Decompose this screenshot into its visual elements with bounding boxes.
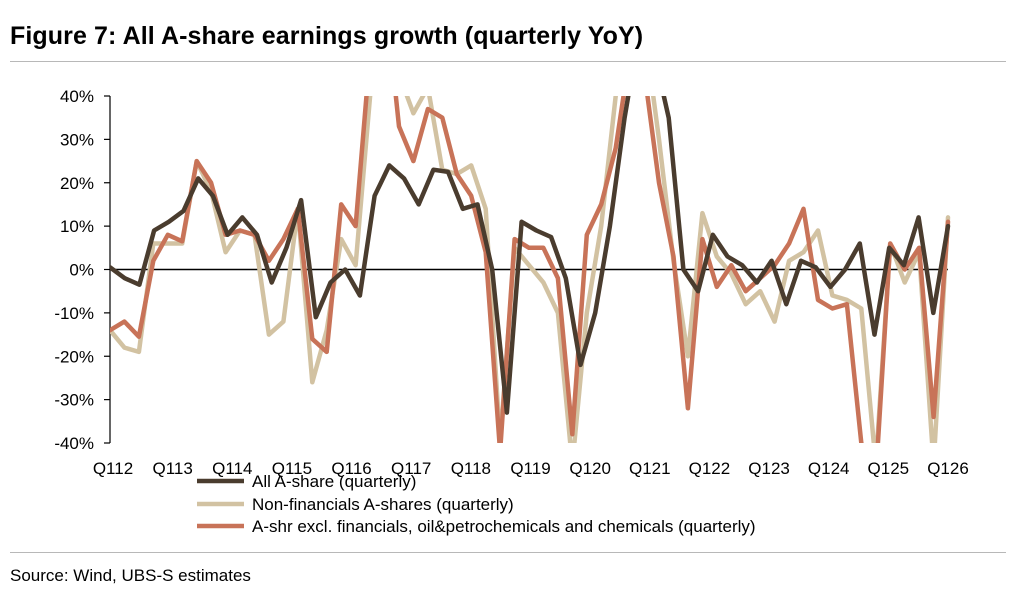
series-line-1: [110, 96, 951, 415]
y-tick-label: 40%: [60, 87, 94, 106]
x-tick-label: Q124: [808, 459, 850, 478]
y-tick-label: -10%: [54, 304, 94, 323]
chart-axes: 40% 30% 20% 10% 0% -10% -20% -30% -40% Q112 Q113 Q1…: [54, 87, 968, 478]
y-tick-label: 0%: [69, 261, 94, 280]
y-tick-label: 10%: [60, 217, 94, 236]
top-divider: [10, 61, 1006, 62]
x-tick-label: Q113: [152, 459, 192, 478]
y-tick-label: 20%: [60, 174, 94, 193]
line-chart: 40% 30% 20% 10% 0% -10% -20% -30% -40% Q112 Q113 Q1…: [54, 87, 968, 536]
series-layer: [110, 96, 951, 443]
legend-label: A-shr excl. financials, oil&petrochemica…: [252, 517, 756, 536]
x-tick-label: Q118: [451, 459, 491, 478]
y-tick-label: -30%: [54, 391, 94, 410]
x-tick-label: Q119: [510, 459, 550, 478]
chart-title: Figure 7: All A-share earnings growth (q…: [10, 22, 644, 50]
x-tick-label: Q114: [212, 459, 252, 478]
chart-legend: All A-share (quarterly) Non-financials A-…: [197, 472, 756, 536]
y-tick-label: -20%: [54, 347, 94, 366]
y-tick-label: -40%: [54, 434, 94, 453]
series-line-2: [110, 96, 951, 443]
source-note: Source: Wind, UBS-S estimates: [10, 566, 251, 585]
x-tick-label: Q123: [748, 459, 790, 478]
legend-label: All A-share (quarterly): [252, 472, 416, 491]
legend-label: Non-financials A-shares (quarterly): [252, 495, 514, 514]
x-tick-label: Q112: [93, 459, 133, 478]
x-tick-label: Q125: [868, 459, 910, 478]
x-tick-label: Q121: [629, 459, 671, 478]
y-tick-label: 30%: [60, 130, 94, 149]
x-tick-label: Q122: [689, 459, 731, 478]
bottom-divider: [10, 552, 1006, 553]
x-tick-label: Q126: [927, 459, 969, 478]
x-tick-label: Q117: [391, 459, 431, 478]
series-line-3: [110, 96, 951, 443]
x-tick-label: Q120: [569, 459, 611, 478]
x-tick-label: Q116: [331, 459, 371, 478]
x-tick-label: Q115: [272, 459, 312, 478]
